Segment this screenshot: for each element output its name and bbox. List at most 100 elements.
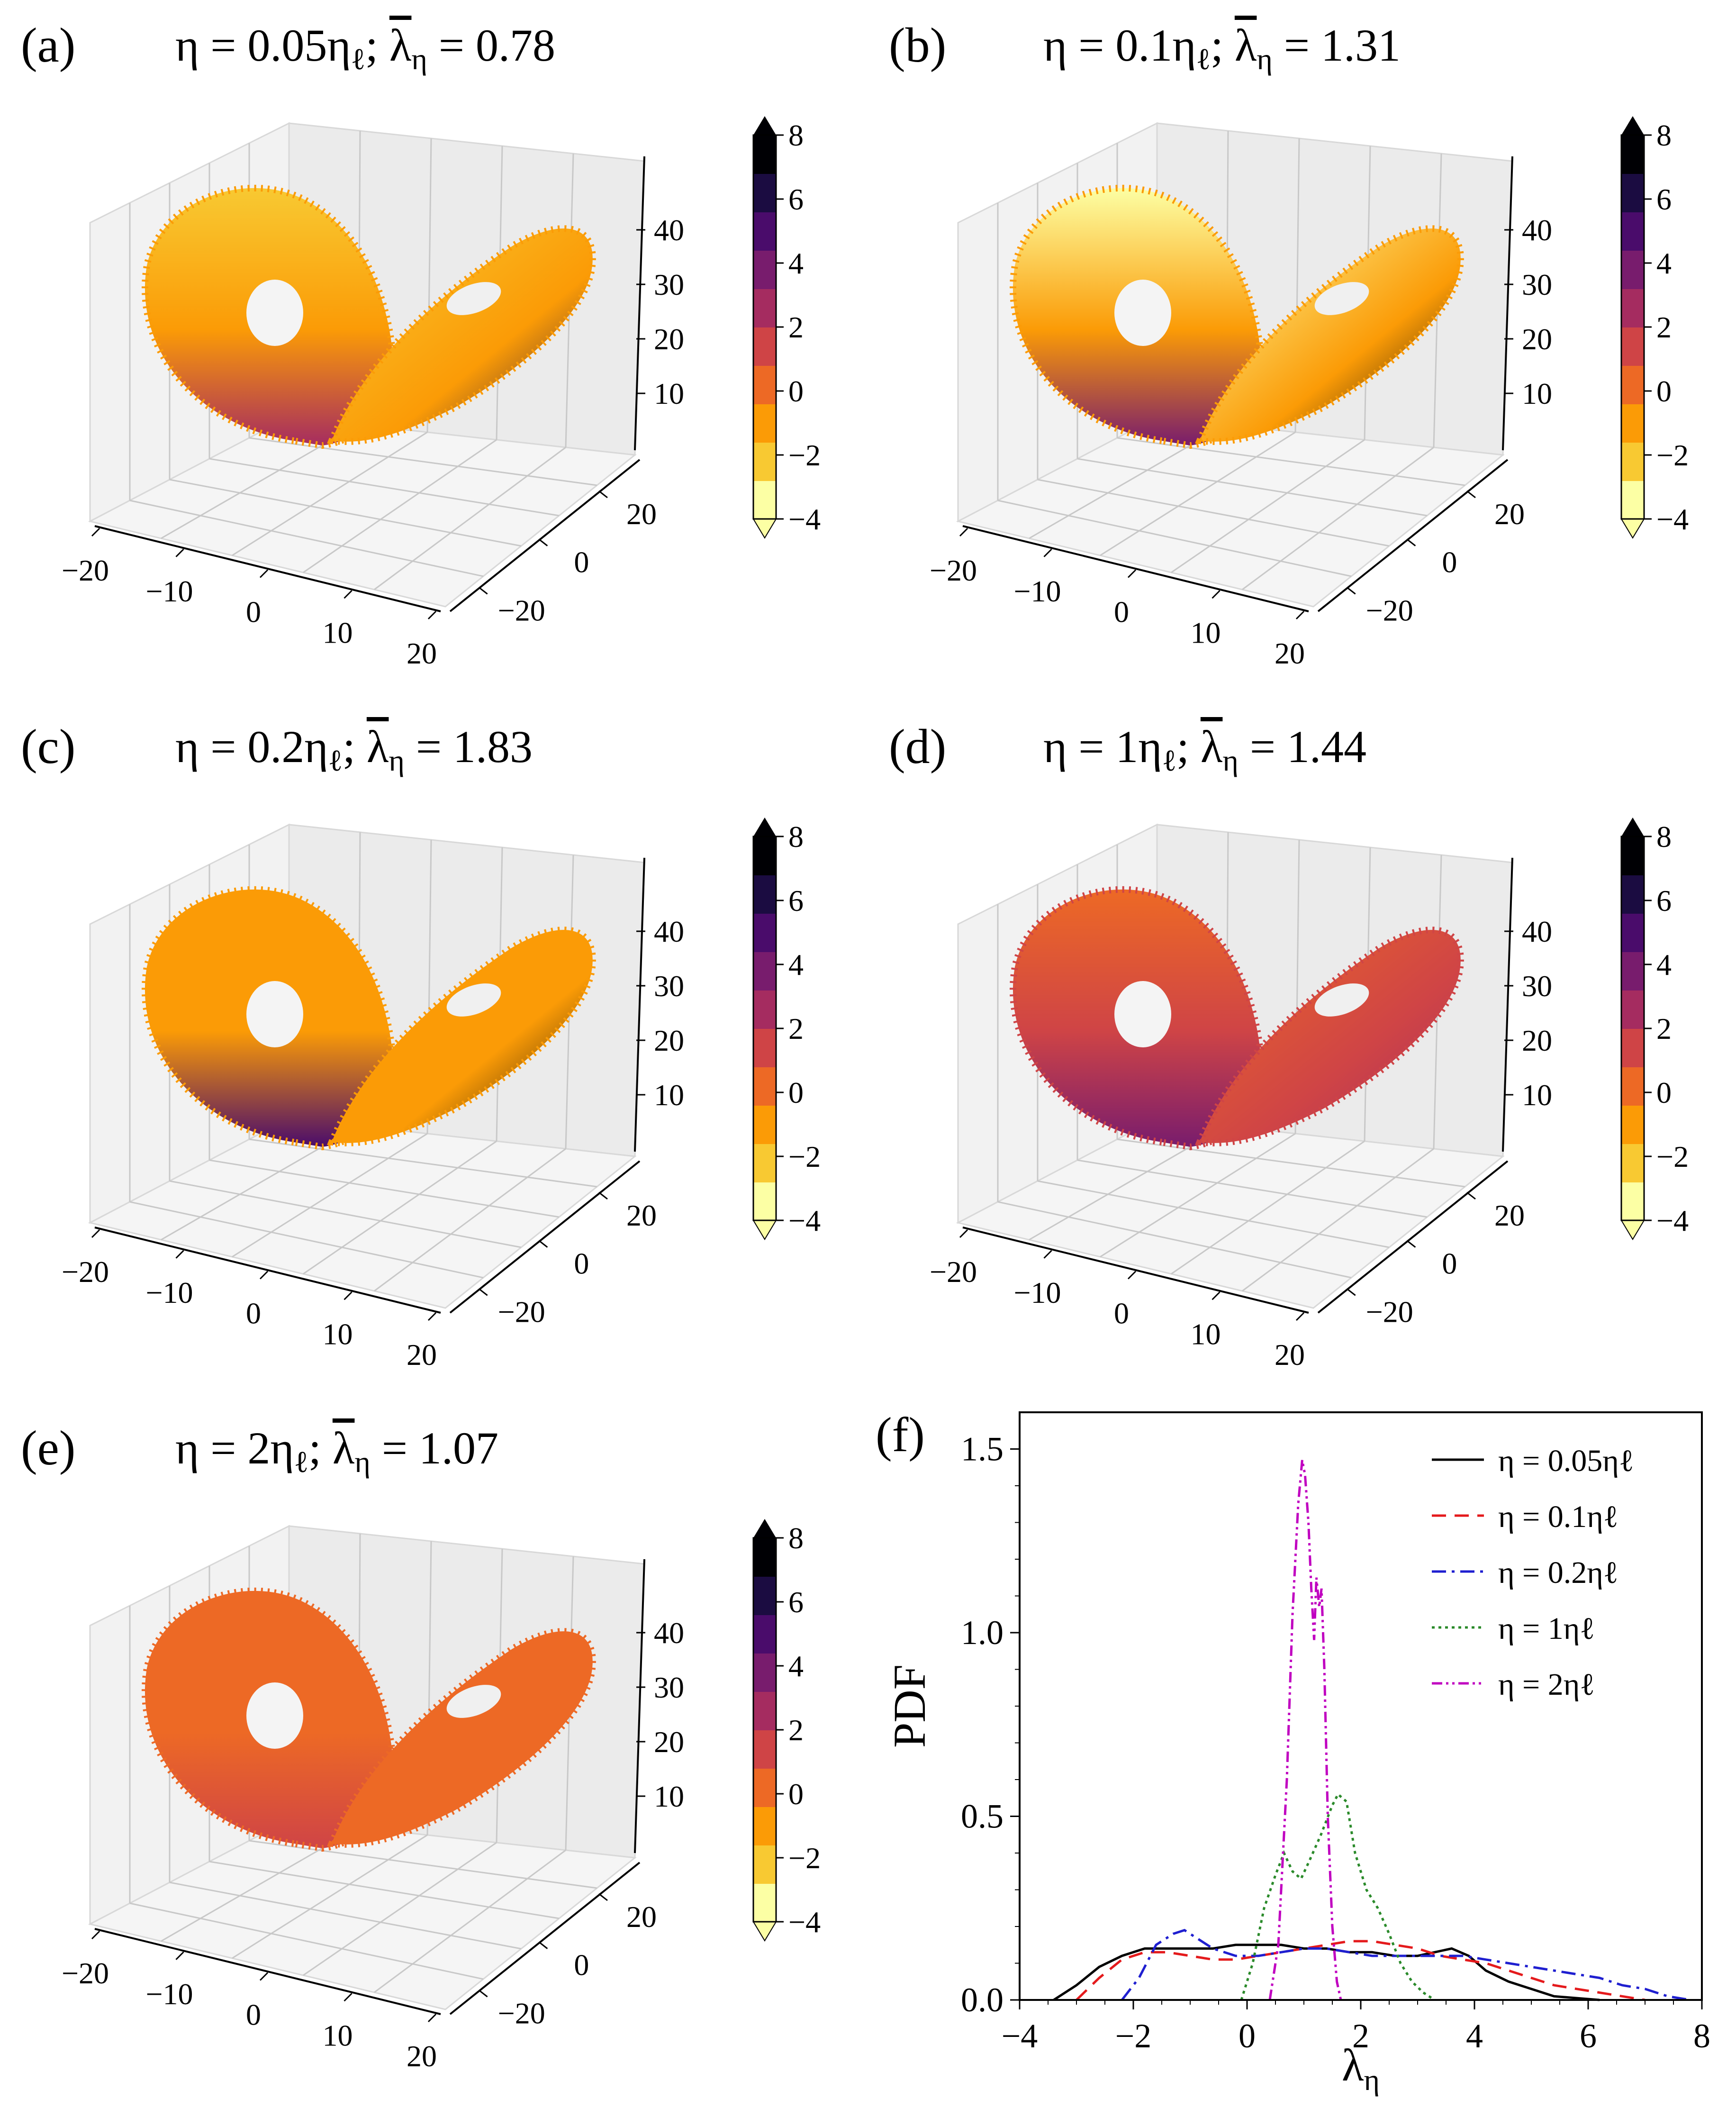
- colorbar-extend-max: [753, 116, 776, 135]
- colorbar-segment: [753, 836, 776, 875]
- title-part: 0.1: [1115, 20, 1173, 71]
- x-tick-label: 20: [407, 2039, 437, 2073]
- attractor-hole-right: [1314, 282, 1369, 315]
- title-part: λ: [332, 1423, 355, 1473]
- title-part: =: [404, 721, 453, 772]
- legend-label: η = 0.2ηℓ: [1498, 1555, 1618, 1590]
- x-tick-label: 10: [323, 1317, 353, 1351]
- grid-line: [129, 1201, 484, 1279]
- attractor-hole-left: [246, 280, 303, 346]
- x-tick-label: −20: [930, 1255, 977, 1289]
- colorbar-tick-label: 8: [1656, 118, 1672, 152]
- title-part: ℓ: [351, 42, 366, 76]
- z-tick-label: 30: [1522, 969, 1552, 1003]
- colorbar-segment: [1621, 1067, 1644, 1106]
- x-tick: [1043, 1250, 1052, 1259]
- z-tick-label: 20: [1522, 322, 1552, 356]
- attractor-hole-right: [446, 1685, 501, 1718]
- panel-label: (e): [21, 1421, 76, 1475]
- title-part: ;: [308, 1423, 333, 1473]
- x-axis-line: [962, 525, 1309, 612]
- x-tick: [259, 569, 269, 578]
- z-tick-label: 40: [654, 1616, 684, 1650]
- grid-line: [1171, 1140, 1365, 1275]
- x-tick-label: −20: [62, 1956, 109, 1990]
- x-tick: [427, 610, 437, 620]
- title-part: η =: [175, 1423, 248, 1473]
- colorbar-tick-label: 0: [788, 374, 804, 408]
- colorbar-segment: [1621, 404, 1644, 443]
- colorbar-tick-label: −2: [1656, 438, 1689, 472]
- colorbar-segment: [753, 875, 776, 914]
- colorbar-segment: [1621, 1105, 1644, 1144]
- title-part: η =: [1043, 721, 1116, 772]
- title-part: η: [327, 20, 351, 71]
- z-tick-label: 40: [654, 213, 684, 247]
- colorbar-segment: [1621, 952, 1644, 990]
- title-part: ℓ: [1162, 744, 1177, 777]
- pane-floor: [88, 416, 637, 608]
- y-tick-label: 20: [1494, 1199, 1525, 1232]
- colorbar-tick-label: 0: [1656, 374, 1672, 408]
- title-part: ;: [343, 721, 367, 772]
- title-part: η =: [175, 20, 248, 71]
- colorbar-extend-max: [753, 1519, 776, 1538]
- z-tick-label: 20: [654, 1725, 684, 1759]
- x-tick: [175, 1250, 184, 1259]
- grid-line: [209, 1861, 560, 1919]
- x-tick-label: 6: [1580, 2017, 1597, 2055]
- title-part: ;: [1211, 20, 1235, 71]
- title-part: ℓ: [1196, 42, 1211, 76]
- grid-line: [1242, 446, 1434, 591]
- panel-title: η = 1ηℓ; λη = 1.44: [1043, 720, 1366, 778]
- colorbar-extend-max: [753, 818, 776, 836]
- y-axis-line: [449, 1862, 641, 2015]
- grid-line: [1100, 431, 1296, 556]
- x-tick-label: 0: [1239, 2017, 1256, 2055]
- series-line: [1121, 1929, 1691, 2001]
- colorbar-extend-max: [1621, 818, 1644, 836]
- x-tick-label: −4: [1002, 2017, 1038, 2055]
- attractor-hole-right: [1314, 983, 1369, 1017]
- attractor-right-lobe: [327, 1628, 596, 1848]
- title-part: η: [389, 744, 405, 777]
- colorbar-tick-label: 6: [788, 182, 804, 216]
- z-tick-label: 20: [1522, 1024, 1552, 1057]
- y-tick-label: 0: [574, 545, 589, 579]
- z-tick-label: 30: [654, 969, 684, 1003]
- panel-f: (f) −4 −2 0 2 4 6 8 0.0 0.5 1.0 1.5 η = 0.05ηℓ η = …: [868, 1403, 1736, 2108]
- y-tick-label: −20: [1366, 593, 1413, 627]
- title-part: λ: [1234, 20, 1257, 71]
- colorbar-tick-label: −2: [1656, 1140, 1689, 1173]
- panel-label: (a): [21, 18, 76, 73]
- colorbar-extend-min: [1620, 1220, 1645, 1240]
- title-part: 1.83: [453, 721, 533, 772]
- grid-line: [169, 1881, 522, 1950]
- panel-title: η = 0.2ηℓ; λη = 1.83: [175, 720, 533, 778]
- legend-label: η = 0.1ηℓ: [1498, 1499, 1618, 1534]
- y-tick: [478, 1990, 488, 1998]
- y-tick: [1406, 1240, 1416, 1248]
- grid-line: [997, 1201, 1352, 1279]
- title-part: 2: [247, 1423, 271, 1473]
- panel-label: (b): [889, 18, 947, 73]
- attractor-hole-right: [446, 983, 501, 1017]
- colorbar-tick-label: −4: [788, 502, 821, 536]
- colorbar-segment: [753, 1576, 776, 1615]
- colorbar-tick-label: −2: [788, 1841, 821, 1875]
- title-part: ℓ: [294, 1445, 309, 1479]
- attractor-right-lobe: [1195, 927, 1464, 1146]
- grid-line: [209, 1159, 560, 1218]
- x-tick: [1127, 1271, 1137, 1280]
- colorbar-segment: [753, 1105, 776, 1144]
- colorbar-tick-label: −4: [1656, 1204, 1689, 1237]
- title-part: λ: [1200, 721, 1223, 772]
- x-tick-label: 20: [1275, 636, 1305, 670]
- colorbar-extend-min: [752, 1220, 777, 1240]
- panel-label-f: (f): [876, 1408, 925, 1462]
- grid-line: [1100, 1133, 1296, 1258]
- z-tick-label: 10: [1522, 1078, 1552, 1112]
- z-tick-label: 40: [1522, 213, 1552, 247]
- grid-line: [209, 458, 560, 517]
